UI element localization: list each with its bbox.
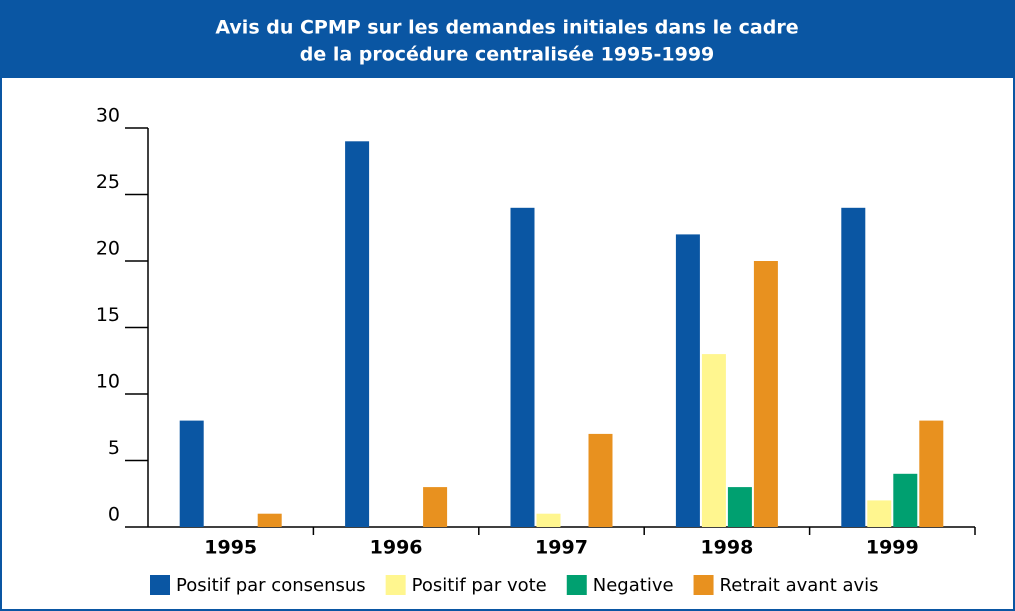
bar — [423, 487, 448, 527]
legend-swatch — [566, 575, 587, 595]
y-tick-label: 25 — [96, 171, 120, 193]
chart-title: Avis du CPMP sur les demandes initiales … — [215, 17, 798, 39]
header — [0, 0, 1015, 78]
y-tick-label: 15 — [96, 304, 120, 326]
bar — [257, 513, 282, 527]
chart-title: de la procédure centralisée 1995-1999 — [300, 44, 715, 66]
bar — [867, 500, 892, 527]
legend-swatch — [693, 575, 714, 595]
x-tick-label: 1995 — [204, 537, 257, 559]
legend-swatch — [150, 575, 170, 595]
y-tick-label: 30 — [96, 105, 120, 127]
legend-swatch — [385, 575, 406, 595]
bar — [701, 354, 726, 527]
y-tick-label: 20 — [96, 238, 120, 260]
bar — [179, 420, 204, 527]
x-tick-label: 1996 — [370, 537, 423, 559]
y-tick-label: 0 — [108, 504, 120, 526]
y-tick-label: 5 — [108, 437, 120, 459]
y-tick-label: 10 — [96, 371, 120, 393]
legend-label: Positif par consensus — [176, 575, 366, 596]
legend-label: Negative — [593, 575, 674, 596]
bar — [727, 487, 752, 527]
bar — [345, 141, 370, 528]
bar — [675, 234, 700, 527]
x-tick-label: 1999 — [866, 537, 919, 559]
bar — [893, 473, 918, 527]
bar — [588, 433, 613, 527]
legend-label: Positif par vote — [412, 575, 547, 596]
bar — [536, 513, 561, 527]
bar — [510, 207, 535, 528]
bar — [919, 420, 944, 527]
x-tick-label: 1998 — [700, 537, 753, 559]
legend-label: Retrait avant avis — [720, 575, 879, 596]
x-tick-label: 1997 — [535, 537, 588, 559]
bar — [841, 207, 866, 528]
bar — [753, 261, 778, 527]
